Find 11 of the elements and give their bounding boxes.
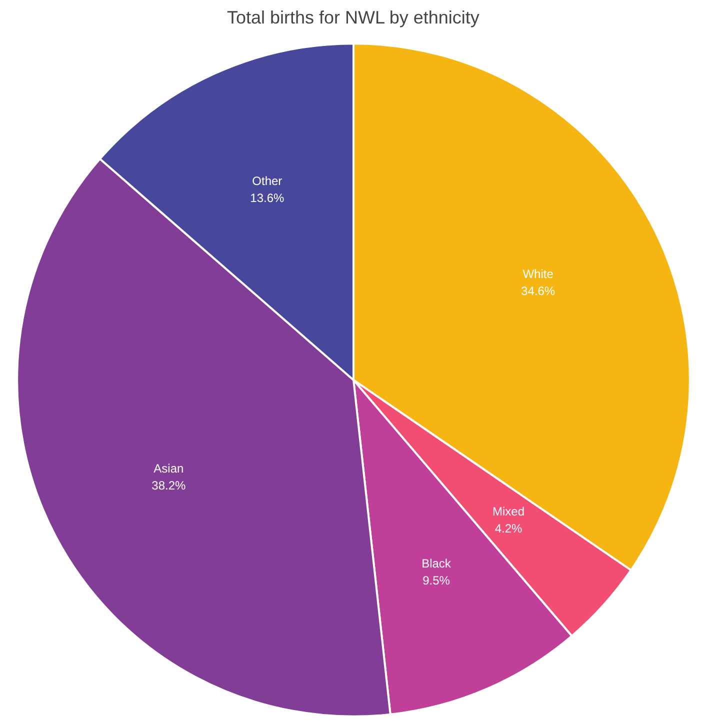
- slice-label: Mixed: [492, 504, 525, 518]
- chart-title: Total births for NWL by ethnicity: [226, 8, 480, 28]
- data-label: 38.2%: [152, 478, 186, 492]
- slice-label: Asian: [154, 461, 184, 476]
- data-label: 4.2%: [494, 521, 523, 536]
- data-label: 34.6%: [521, 284, 556, 298]
- slice-label: Other: [252, 174, 282, 188]
- data-label: 13.6%: [250, 191, 284, 206]
- data-label: 9.5%: [422, 573, 450, 588]
- slice-label: White: [522, 267, 554, 282]
- slice-label: Black: [422, 556, 452, 571]
